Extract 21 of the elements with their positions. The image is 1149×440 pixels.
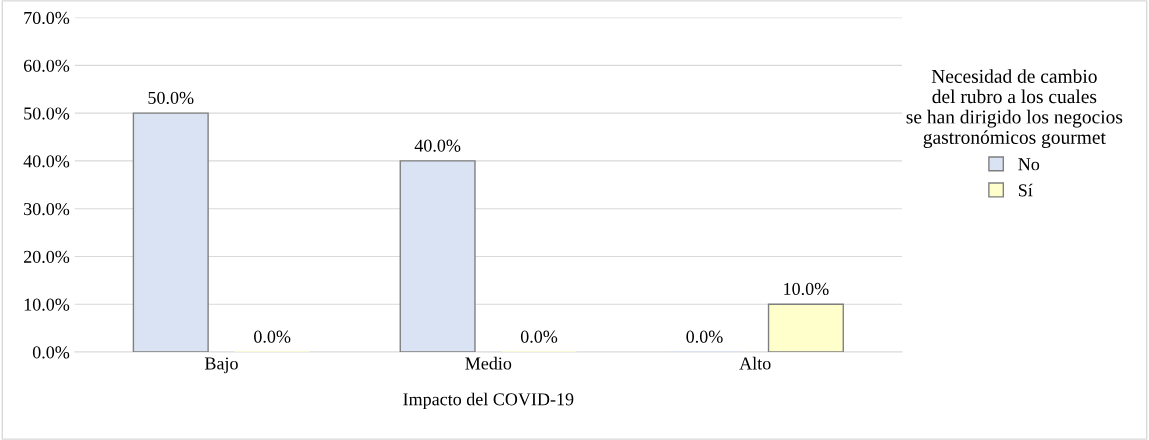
legend-label: No [1018,158,1040,171]
x-tick-label: Medio [465,356,512,370]
y-tick-label: 20.0% [23,250,70,263]
data-label: 0.0% [520,330,558,343]
data-label: 50.0% [148,91,194,104]
y-tick-label: 10.0% [24,298,70,311]
y-tick-label: 50.0% [24,107,70,120]
data-label: 0.0% [254,330,291,343]
legend-title: Necesidad de cambio del rubro a los cuales se han dirigido los negocios gastronómicos gourmet [906,69,1123,148]
data-label: 40.0% [414,139,461,152]
data-label: 0.0% [686,330,723,343]
y-tick-label: 70.0% [24,11,70,25]
legend-label: Sí [1018,183,1033,197]
y-tick-label: 30.0% [24,202,70,216]
data-label: 10.0% [784,282,829,296]
x-tick-label: Bajo [204,357,238,374]
y-tick-label: 40.0% [23,155,70,168]
y-tick-label: 0.0% [32,346,70,359]
x-tick-label: Alto [739,356,771,370]
x-axis-title: Impacto del COVID-19 [403,392,574,410]
y-tick-label: 60.0% [23,59,70,72]
